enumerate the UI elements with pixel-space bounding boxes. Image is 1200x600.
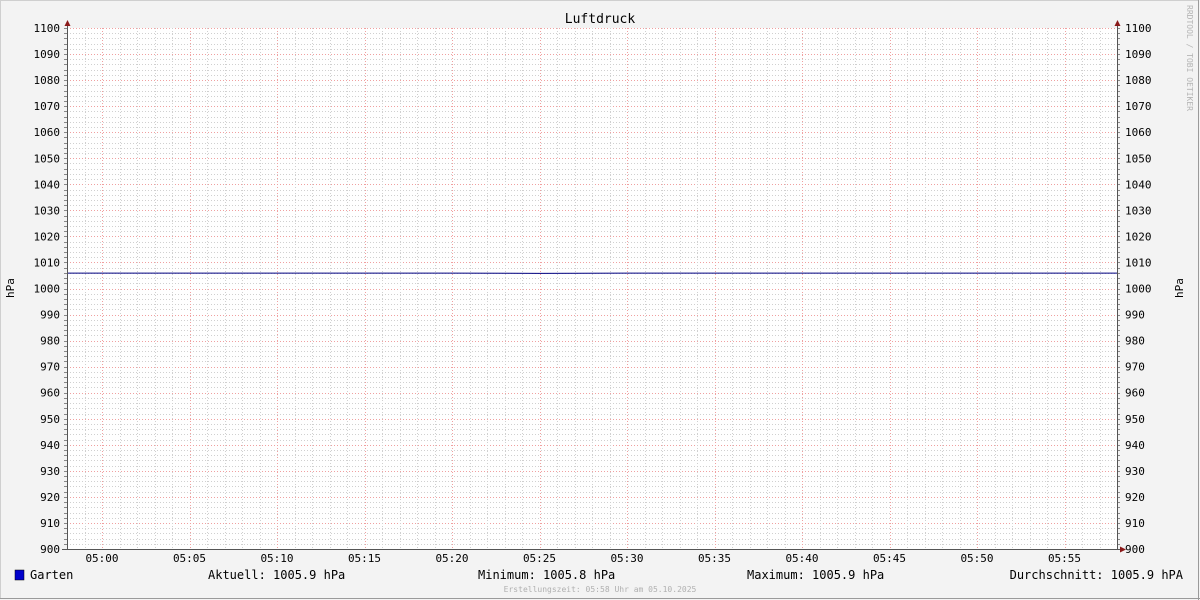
y-tick-labels: 900 900 910 910 920 920 930 930 940 940 950 950 960 9… — [34, 22, 1152, 556]
y-tick-label: 970 — [40, 361, 60, 374]
y-tick-label-right: 900 — [1125, 543, 1145, 556]
x-tick-label: 05:15 — [348, 552, 381, 565]
y-axis-right-arrow-icon — [1114, 20, 1121, 26]
legend-maximum: Maximum: 1005.9 hPa — [747, 568, 884, 582]
x-tick-label: 05:00 — [85, 552, 118, 565]
y-tick-label: 1090 — [34, 48, 61, 61]
y-tick-label: 1020 — [34, 230, 61, 243]
y-tick-label: 1060 — [34, 126, 61, 139]
legend-average: Durchschnitt: 1005.9 hPA — [1010, 568, 1184, 582]
y-tick-label: 960 — [40, 387, 60, 400]
y-tick-label-right: 950 — [1125, 413, 1145, 426]
y-axis-label: hPa — [4, 278, 17, 298]
x-tick-label: 05:55 — [1048, 552, 1081, 565]
y-tick-label-right: 1030 — [1125, 204, 1152, 217]
x-tick-label: 05:50 — [960, 552, 993, 565]
x-tick-label: 05:45 — [873, 552, 906, 565]
x-tick-label: 05:30 — [610, 552, 643, 565]
y-tick-label-right: 970 — [1125, 361, 1145, 374]
y-tick-label-right: 960 — [1125, 387, 1145, 400]
y-tick-label: 910 — [40, 517, 60, 530]
y-tick-label-right: 1040 — [1125, 178, 1152, 191]
x-tick-label: 05:10 — [260, 552, 293, 565]
y-tick-label: 980 — [40, 335, 60, 348]
legend-minimum: Minimum: 1005.8 hPa — [478, 568, 615, 582]
footer-timestamp: Erstellungszeit: 05:58 Uhr am 05.10.2025 — [504, 585, 697, 594]
y-tick-label: 930 — [40, 465, 60, 478]
legend: Garten Aktuell: 1005.9 hPa Minimum: 1005… — [14, 568, 1184, 582]
x-tick-label: 05:20 — [435, 552, 468, 565]
plot-area — [67, 28, 1117, 549]
y-tick-label: 1070 — [34, 100, 61, 113]
y-tick-label-right: 1060 — [1125, 126, 1152, 139]
legend-current: Aktuell: 1005.9 hPa — [208, 568, 345, 582]
watermark: RRDTOOL / TOBI OETIKER — [1185, 5, 1194, 111]
y-tick-label-right: 1020 — [1125, 230, 1152, 243]
y-tick-label-right: 1050 — [1125, 152, 1152, 165]
y-tick-label-right: 1090 — [1125, 48, 1152, 61]
y-tick-label-right: 920 — [1125, 491, 1145, 504]
chart-title: Luftdruck — [565, 12, 636, 27]
legend-series-name: Garten — [30, 568, 73, 582]
y-tick-label: 940 — [40, 439, 60, 452]
y-tick-label: 920 — [40, 491, 60, 504]
y-tick-label-right: 980 — [1125, 335, 1145, 348]
y-tick-label-right: 1070 — [1125, 100, 1152, 113]
y-tick-label-right: 990 — [1125, 309, 1145, 322]
legend-swatch-garten — [14, 569, 25, 581]
y-tick-label-right: 1010 — [1125, 256, 1152, 269]
x-tick-label: 05:25 — [523, 552, 556, 565]
y-tick-label: 1080 — [34, 74, 61, 87]
y-tick-label-right: 1000 — [1125, 283, 1152, 296]
y-tick-label: 950 — [40, 413, 60, 426]
x-tick-label: 05:40 — [785, 552, 818, 565]
y-tick-label-right: 1080 — [1125, 74, 1152, 87]
y-tick-label: 1100 — [34, 22, 61, 35]
y-axis-label-right: hPa — [1173, 278, 1186, 298]
x-axis-arrow-icon — [1120, 546, 1126, 553]
y-axis-arrow-icon — [64, 20, 71, 26]
y-tick-label: 1000 — [34, 283, 61, 296]
y-tick-label: 1010 — [34, 256, 61, 269]
x-tick-labels: 05:00 05:05 05:10 05:15 05:20 05:25 05:30 05:35… — [85, 552, 1081, 565]
y-tick-label-right: 1100 — [1125, 22, 1152, 35]
y-tick-label-right: 940 — [1125, 439, 1145, 452]
y-tick-label: 1050 — [34, 152, 61, 165]
grid — [64, 28, 1120, 550]
y-tick-label-right: 910 — [1125, 517, 1145, 530]
y-tick-label: 990 — [40, 309, 60, 322]
y-tick-label: 1040 — [34, 178, 61, 191]
y-tick-label-right: 930 — [1125, 465, 1145, 478]
x-tick-label: 05:05 — [173, 552, 206, 565]
axes — [62, 20, 1126, 553]
x-tick-label: 05:35 — [698, 552, 731, 565]
y-tick-label: 1030 — [34, 204, 61, 217]
y-tick-label: 900 — [40, 543, 60, 556]
